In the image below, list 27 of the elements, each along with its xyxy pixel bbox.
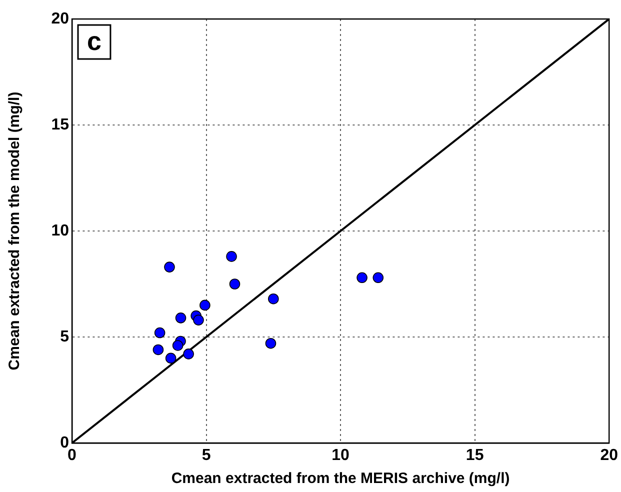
point <box>372 272 384 284</box>
point <box>265 338 276 349</box>
point <box>154 327 166 338</box>
point <box>183 348 194 360</box>
y-tick-label: 20 <box>51 10 70 28</box>
point <box>268 293 279 304</box>
point <box>175 312 186 324</box>
point <box>165 352 176 364</box>
y-tick-label: 5 <box>60 328 70 346</box>
y-tick-label: 15 <box>51 116 70 134</box>
point <box>193 314 204 326</box>
x-tick-label: 5 <box>202 447 211 464</box>
point <box>152 344 164 356</box>
point <box>200 300 210 311</box>
point <box>226 251 237 262</box>
y-axis-title: Cmean extracted from the model (mg/l) <box>6 92 24 370</box>
point <box>229 278 240 290</box>
x-tick-label: 15 <box>466 447 484 464</box>
x-tick-label: 10 <box>332 447 350 464</box>
annotation: c <box>86 26 102 56</box>
y-tick-label: 0 <box>60 434 70 452</box>
point <box>172 340 184 351</box>
y-tick-label: 10 <box>51 222 70 240</box>
x-tick-label: 20 <box>600 447 618 464</box>
x-axis-title: Cmean extracted from the MERIS archive (mg/l) <box>171 470 510 488</box>
point <box>356 272 368 284</box>
point <box>164 262 175 272</box>
